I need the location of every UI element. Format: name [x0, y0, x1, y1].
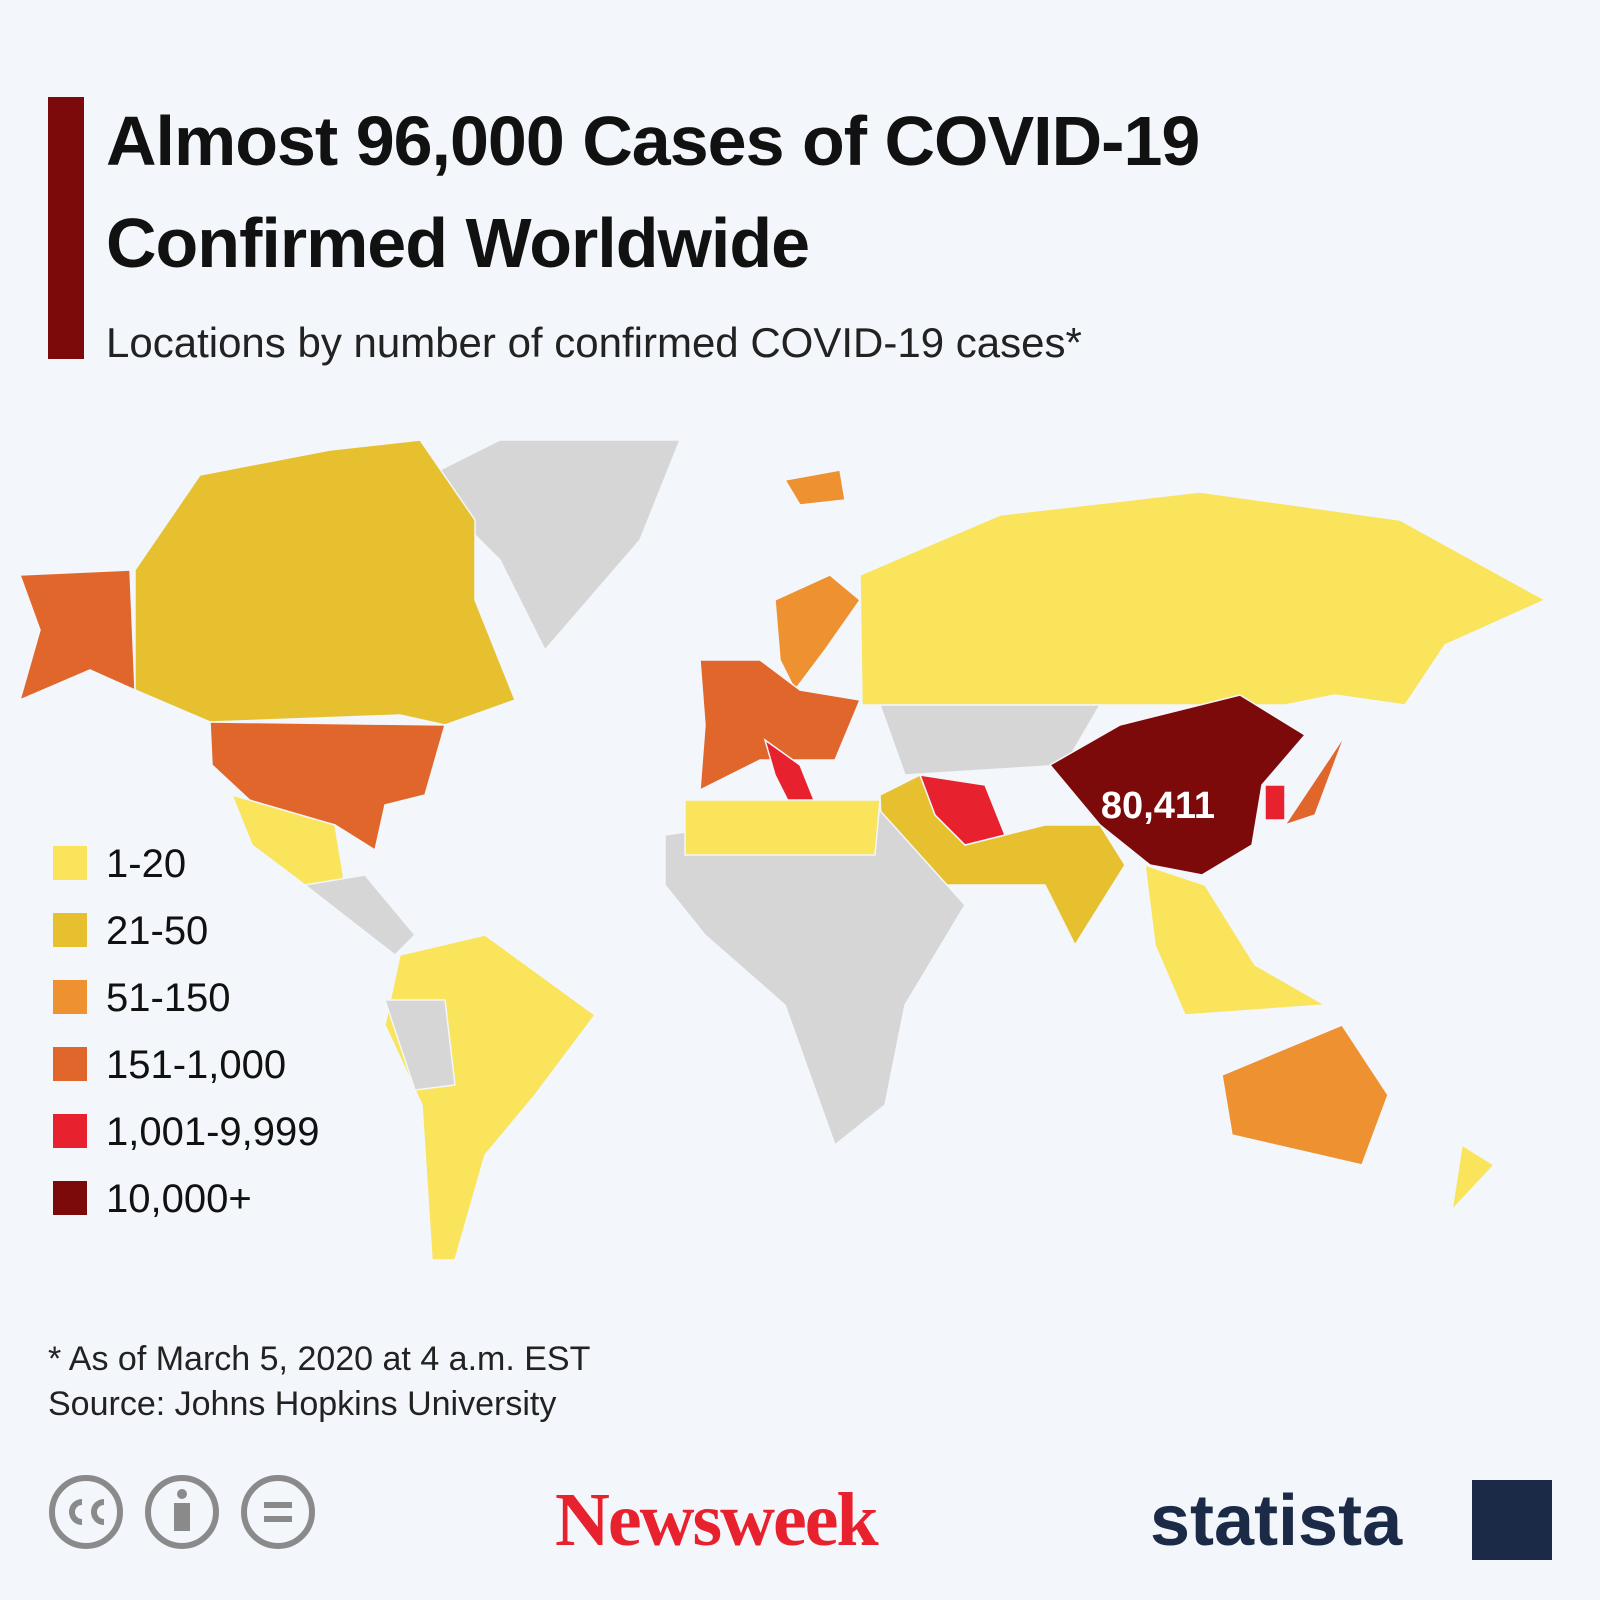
- cc-glyph: [69, 1499, 105, 1525]
- africa: [664, 804, 966, 1147]
- legend-swatch: [53, 846, 87, 880]
- japan: [1283, 734, 1346, 827]
- south-korea: [1264, 784, 1286, 821]
- by-icon: [145, 1475, 219, 1549]
- title: Almost 96,000 Cases of COVID-19: [106, 102, 1199, 180]
- footnote: * As of March 5, 2020 at 4 a.m. EST: [48, 1340, 590, 1378]
- legend-label: 151-1,000: [106, 1043, 286, 1087]
- china-callout: 80,411: [1101, 785, 1215, 827]
- by-glyph: [174, 1503, 190, 1531]
- new-zealand: [1450, 1143, 1496, 1213]
- legend-swatch: [53, 1181, 87, 1215]
- legend-label: 1-20: [106, 842, 186, 886]
- legend-label: 21-50: [106, 909, 208, 953]
- legend-label: 51-150: [106, 976, 231, 1020]
- legend-swatch: [53, 1114, 87, 1148]
- newsweek-logo: Newsweek: [555, 1478, 879, 1562]
- subtitle: Locations by number of confirmed COVID-1…: [106, 319, 1082, 366]
- legend: 1-20 21-50 51-150 151-1,000 1,001-9,999 10,00…: [53, 842, 320, 1221]
- legend-label: 10,000+: [106, 1177, 252, 1221]
- north-africa: [684, 799, 881, 856]
- china: [1048, 694, 1307, 876]
- iran: [918, 774, 1007, 846]
- alaska: [18, 569, 136, 702]
- scandinavia: [774, 574, 862, 692]
- australia: [1221, 1024, 1389, 1166]
- title: Confirmed Worldwide: [106, 204, 809, 282]
- canada: [134, 439, 516, 726]
- by-glyph: [177, 1489, 187, 1499]
- legend-label: 1,001-9,999: [106, 1110, 320, 1154]
- greenland: [418, 439, 682, 652]
- nd-glyph: [264, 1502, 292, 1522]
- license-icons: [49, 1475, 315, 1549]
- legend-swatch: [53, 913, 87, 947]
- svalbard: [783, 469, 846, 506]
- usa: [209, 721, 446, 852]
- world-map: 80,411: [18, 439, 1547, 1261]
- europe: [699, 659, 862, 792]
- statista-logo: statista: [1150, 1481, 1403, 1561]
- southeast-asia: [1144, 863, 1328, 1016]
- statista-mark: [1472, 1480, 1552, 1560]
- south-america-west: [383, 999, 456, 1091]
- legend-swatch: [53, 980, 87, 1014]
- central-america: [303, 874, 417, 956]
- nd-icon: [241, 1475, 315, 1549]
- cc-icon: [49, 1475, 123, 1549]
- source: Source: Johns Hopkins University: [48, 1385, 556, 1423]
- title-bar: [48, 97, 84, 359]
- legend-swatch: [53, 1047, 87, 1081]
